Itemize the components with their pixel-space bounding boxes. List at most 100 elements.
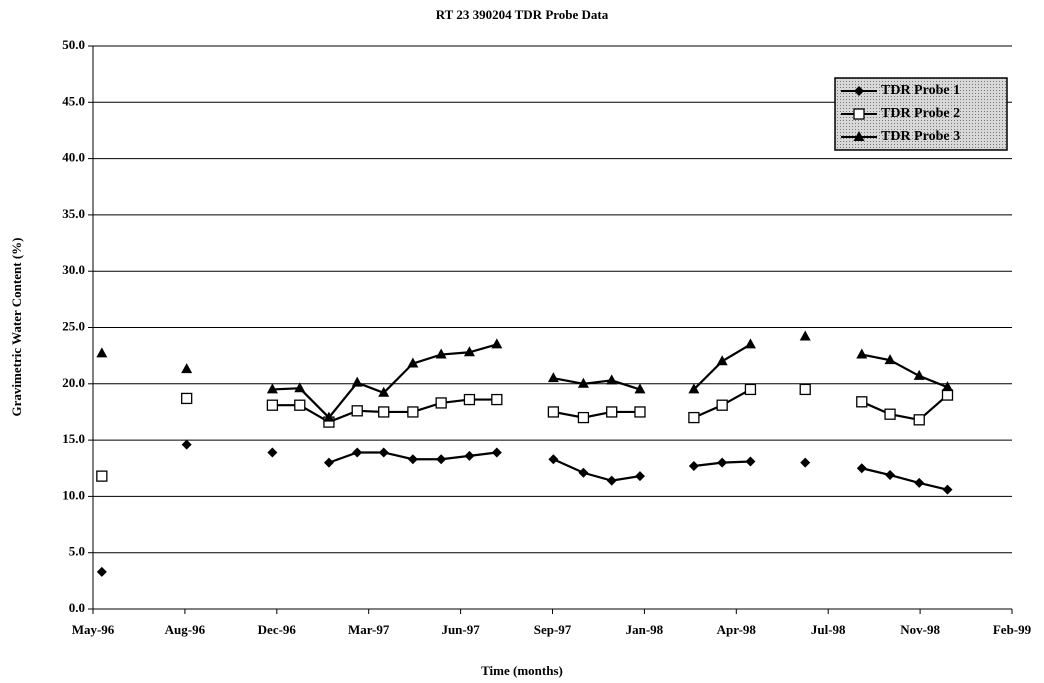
x-tick-label: May-96 [72, 622, 115, 637]
x-tick-label: Aug-96 [165, 622, 206, 637]
marker [856, 348, 868, 359]
marker [799, 383, 811, 396]
y-tick-label: 20.0 [62, 375, 85, 390]
marker [688, 460, 699, 471]
marker [294, 382, 306, 393]
chart-title: RT 23 390204 TDR Probe Data [436, 7, 609, 22]
y-tick-label: 5.0 [69, 544, 85, 559]
marker [717, 457, 728, 468]
marker [463, 346, 475, 357]
marker [799, 330, 811, 341]
legend: TDR Probe 1 TDR Probe 2 TDR Probe 3 [834, 77, 1008, 151]
x-tick-label: Nov-98 [900, 622, 940, 637]
marker [884, 354, 896, 365]
marker [856, 396, 868, 408]
marker [351, 376, 363, 387]
marker [181, 392, 193, 405]
marker [716, 399, 728, 411]
marker [913, 369, 925, 380]
marker [491, 393, 503, 406]
marker [407, 406, 419, 418]
y-tick-label: 50.0 [62, 37, 85, 52]
legend-label: TDR Probe 1 [881, 83, 960, 98]
series-line [693, 343, 752, 391]
legend-marker [853, 108, 865, 120]
y-tick-label: 15.0 [62, 431, 85, 446]
series-line [553, 377, 641, 391]
x-tick-label: Feb-99 [993, 622, 1032, 637]
marker [800, 457, 811, 468]
marker [266, 399, 279, 411]
marker [745, 456, 756, 467]
y-tick-label: 25.0 [62, 318, 85, 333]
x-tick-label: Mar-97 [348, 622, 390, 637]
marker [744, 338, 756, 349]
marker [323, 457, 334, 468]
x-tick-label: Jul-98 [811, 622, 846, 637]
marker [463, 393, 476, 406]
x-tick-label: Apr-98 [717, 622, 757, 637]
y-tick-label: 35.0 [62, 206, 85, 221]
marker [351, 405, 363, 417]
series-line [861, 353, 948, 389]
x-tick-label: Sep-97 [534, 622, 572, 637]
y-tick-label: 0.0 [69, 600, 85, 615]
marker [884, 408, 896, 420]
marker [941, 381, 953, 392]
marker [407, 357, 419, 368]
y-axis-label: Gravimetric Water Content (%) [9, 238, 24, 417]
marker [96, 470, 108, 482]
marker [913, 414, 925, 426]
legend-marker [854, 86, 864, 96]
marker [744, 383, 757, 396]
x-axis-label: Time (months) [481, 663, 563, 678]
series-line [861, 467, 948, 491]
marker [634, 406, 646, 418]
marker [435, 348, 447, 359]
marker [634, 383, 646, 394]
x-tick-label: Jan-98 [626, 622, 664, 637]
x-tick-label: Jun-97 [441, 622, 480, 637]
marker [436, 454, 447, 465]
marker [578, 467, 589, 478]
marker [294, 399, 306, 411]
y-tick-label: 40.0 [62, 150, 85, 165]
marker [634, 471, 645, 482]
marker [941, 389, 954, 401]
marker [606, 475, 617, 486]
marker [267, 447, 278, 458]
legend-label: TDR Probe 2 [881, 106, 960, 121]
series-line [553, 410, 640, 419]
marker [378, 447, 389, 458]
x-tick-label: Dec-96 [258, 622, 297, 637]
marker [606, 374, 618, 385]
marker [716, 355, 728, 366]
marker [491, 338, 503, 349]
marker [181, 439, 192, 450]
series-line [552, 458, 641, 482]
y-tick-label: 30.0 [62, 262, 85, 277]
marker [885, 470, 896, 481]
marker [577, 377, 589, 388]
marker [378, 386, 390, 397]
marker [688, 383, 700, 394]
marker [548, 454, 559, 465]
marker [547, 372, 559, 383]
marker [491, 447, 502, 458]
marker [323, 411, 335, 422]
marker [606, 406, 618, 418]
series-line [861, 394, 949, 422]
marker [96, 347, 108, 358]
y-tick-label: 10.0 [62, 487, 85, 502]
marker [435, 397, 447, 409]
legend-marker [853, 131, 865, 141]
marker [266, 383, 278, 394]
marker [407, 454, 418, 465]
marker [378, 406, 390, 418]
y-tick-label: 45.0 [62, 93, 85, 108]
marker [856, 463, 867, 474]
marker [96, 566, 107, 577]
legend-label: TDR Probe 3 [881, 129, 960, 144]
marker [688, 411, 700, 424]
